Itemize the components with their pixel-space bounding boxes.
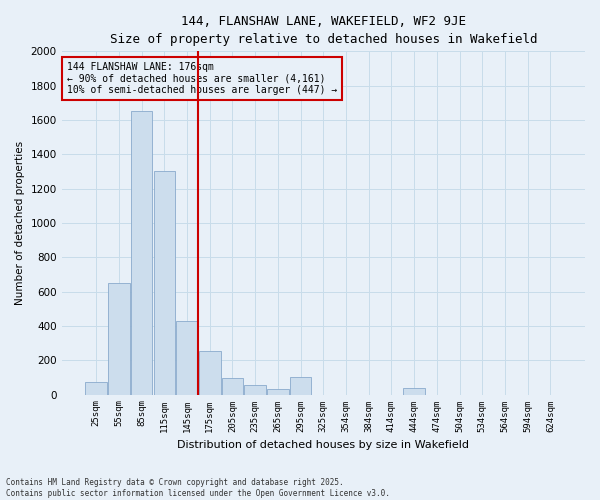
Text: Contains HM Land Registry data © Crown copyright and database right 2025.
Contai: Contains HM Land Registry data © Crown c…	[6, 478, 390, 498]
Bar	[267, 390, 289, 394]
Bar	[176, 321, 198, 394]
Bar	[244, 385, 266, 394]
Bar	[85, 382, 107, 394]
X-axis label: Distribution of detached houses by size in Wakefield: Distribution of detached houses by size …	[178, 440, 469, 450]
Bar	[108, 283, 130, 395]
Title: 144, FLANSHAW LANE, WAKEFIELD, WF2 9JE
Size of property relative to detached hou: 144, FLANSHAW LANE, WAKEFIELD, WF2 9JE S…	[110, 15, 537, 46]
Text: 144 FLANSHAW LANE: 176sqm
← 90% of detached houses are smaller (4,161)
10% of se: 144 FLANSHAW LANE: 176sqm ← 90% of detac…	[67, 62, 337, 95]
Y-axis label: Number of detached properties: Number of detached properties	[15, 141, 25, 305]
Bar	[403, 388, 425, 394]
Bar	[222, 378, 243, 394]
Bar	[199, 351, 221, 395]
Bar	[290, 376, 311, 394]
Bar	[154, 172, 175, 394]
Bar	[131, 112, 152, 395]
